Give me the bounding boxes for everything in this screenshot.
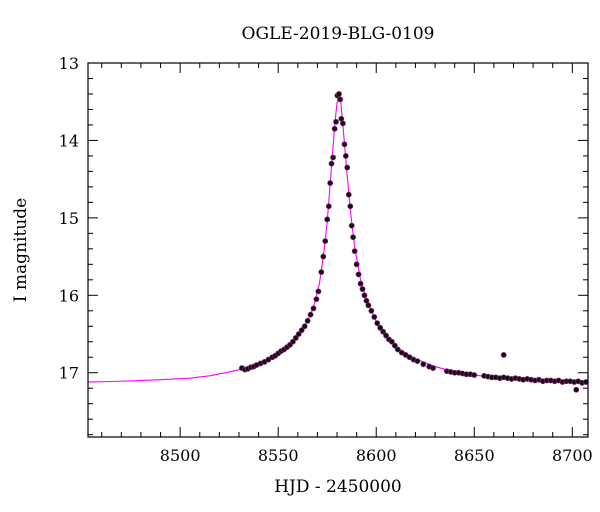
- data-point: [394, 346, 401, 353]
- data-point: [341, 141, 348, 148]
- data-point: [315, 288, 322, 295]
- data-point: [420, 361, 427, 368]
- data-point: [325, 203, 332, 210]
- data-point: [383, 332, 389, 339]
- data-point: [333, 118, 339, 125]
- data-point: [320, 253, 327, 260]
- data-point: [292, 334, 299, 341]
- data-point: [342, 153, 349, 159]
- data-point: [391, 342, 398, 349]
- data-point: [365, 302, 372, 309]
- data-point: [304, 317, 311, 324]
- data-point: [337, 96, 344, 103]
- data-point: [295, 331, 302, 337]
- y-axis-label: I magnitude: [11, 198, 31, 302]
- data-point: [361, 292, 368, 299]
- y-tick-label: 17: [59, 364, 79, 383]
- data-point: [310, 305, 317, 312]
- x-tick-label: 8500: [160, 446, 201, 465]
- x-tick-label: 8550: [258, 446, 299, 465]
- data-point: [330, 154, 336, 161]
- data-point: [345, 191, 352, 198]
- data-point: [344, 164, 351, 171]
- data-point: [313, 296, 320, 303]
- data-point: [368, 307, 375, 314]
- data-point: [430, 365, 436, 371]
- data-points-layer: [239, 91, 588, 393]
- x-tick-label: 8600: [356, 446, 397, 465]
- data-point: [380, 328, 386, 335]
- data-point: [353, 261, 360, 268]
- x-axis-label: HJD - 2450000: [274, 477, 402, 497]
- data-point: [374, 320, 381, 327]
- data-point: [348, 222, 355, 229]
- data-point: [583, 379, 588, 385]
- data-point: [371, 314, 378, 320]
- axis-ticks: [88, 62, 588, 437]
- y-tick-label: 16: [59, 286, 79, 305]
- data-point: [471, 372, 478, 378]
- y-tick-label: 13: [59, 54, 79, 73]
- x-tick-label: 8650: [454, 446, 495, 465]
- y-tick-label: 15: [59, 209, 79, 228]
- data-point: [500, 352, 507, 358]
- data-point: [318, 269, 325, 275]
- data-point: [289, 338, 296, 345]
- data-point: [307, 311, 314, 318]
- data-point: [573, 386, 580, 393]
- data-point: [377, 324, 384, 331]
- data-point: [336, 91, 342, 97]
- data-point: [347, 203, 354, 210]
- x-tick-label: 8700: [552, 446, 593, 465]
- plot-frame: [87, 62, 589, 438]
- data-point: [339, 120, 346, 127]
- data-point: [331, 125, 338, 132]
- data-point: [298, 327, 305, 334]
- data-point: [322, 238, 329, 244]
- data-point: [351, 248, 358, 255]
- model-curve-layer: [88, 94, 588, 383]
- data-point: [328, 160, 335, 167]
- data-point: [359, 286, 366, 292]
- data-point: [350, 234, 356, 241]
- data-point: [301, 323, 308, 330]
- data-point: [324, 216, 331, 223]
- chart-title: OGLE-2019-BLG-0109: [242, 24, 435, 44]
- tick-labels: 8500 8550 8600 8650 8700 13 14 15 16 17: [59, 54, 593, 465]
- data-point: [414, 358, 421, 365]
- data-point: [355, 271, 362, 278]
- data-point: [327, 180, 334, 186]
- y-tick-label: 14: [59, 131, 79, 150]
- data-point: [357, 280, 364, 287]
- model-curve: [88, 94, 588, 383]
- data-point: [389, 338, 395, 345]
